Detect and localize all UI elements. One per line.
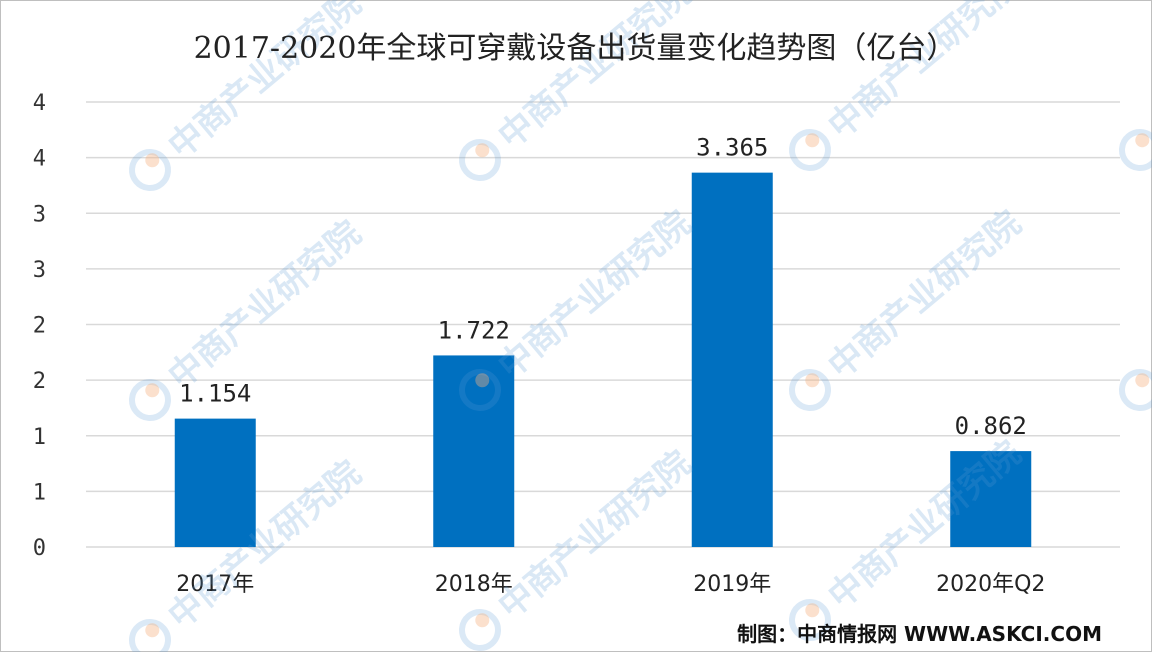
watermark-logo-icon xyxy=(789,129,831,171)
watermark-logo-dot-icon xyxy=(475,613,490,628)
watermark-logo-icon xyxy=(459,369,501,411)
y-axis-ticks: 0 1 1 2 2 3 3 4 4 xyxy=(33,91,46,561)
watermark-logo-dot-icon xyxy=(1135,373,1150,388)
data-labels: 1.154 1.722 3.365 0.862 xyxy=(179,134,1027,440)
gridlines xyxy=(86,101,1120,548)
watermark-logo-dot-icon xyxy=(145,383,160,398)
bars xyxy=(174,172,1032,548)
watermark-logo-icon xyxy=(789,369,831,411)
watermark: 中商产业研究院 xyxy=(789,0,1029,171)
watermark: 中商产业研究院 xyxy=(129,0,369,191)
chart-title: 2017-2020年全球可穿戴设备出货量变化趋势图（亿台） xyxy=(194,31,957,66)
watermark-logo-dot-icon xyxy=(145,623,160,638)
watermark: 中商产业研究院 xyxy=(789,203,1029,411)
watermark-logo-dot-icon xyxy=(805,603,820,618)
x-category-label: 2019年 xyxy=(693,572,771,597)
data-label: 1.722 xyxy=(438,316,510,344)
watermark-text: 中商产业研究院 xyxy=(821,203,1029,387)
y-tick-label: 1 xyxy=(33,425,46,450)
watermark: 中商产业研究院 xyxy=(459,0,699,181)
watermark-logo-icon xyxy=(129,149,171,191)
x-category-label: 2017年 xyxy=(176,572,254,597)
y-tick-label: 2 xyxy=(33,314,46,339)
watermark-text: 中商产业研究院 xyxy=(161,213,369,397)
watermark-text: 中商产业研究院 xyxy=(161,0,369,167)
x-category-label: 2018年 xyxy=(435,572,513,597)
y-tick-label: 3 xyxy=(33,202,46,227)
watermark-text: 中商产业研究院 xyxy=(821,0,1029,147)
watermark-logo-icon xyxy=(1119,369,1152,411)
bar xyxy=(174,418,256,547)
watermark-logo-icon xyxy=(459,609,501,651)
watermark-text: 中商产业研究院 xyxy=(491,0,699,157)
watermark-logo-dot-icon xyxy=(805,133,820,148)
data-label: 3.365 xyxy=(696,134,768,162)
x-axis-categories: 2017年 2018年 2019年 2020年Q2 xyxy=(176,572,1045,597)
x-category-label: 2020年Q2 xyxy=(936,572,1045,597)
y-tick-label: 0 xyxy=(33,536,46,561)
y-tick-label: 4 xyxy=(33,147,46,172)
watermark-logo-dot-icon xyxy=(805,373,820,388)
watermark-logo-dot-icon xyxy=(1135,133,1150,148)
bar xyxy=(950,451,1032,547)
watermark-logo-dot-icon xyxy=(475,143,490,158)
y-tick-label: 1 xyxy=(33,480,46,505)
y-tick-label: 3 xyxy=(33,258,46,283)
watermark-logo-dot-icon xyxy=(475,373,490,388)
watermark-logo-icon xyxy=(129,379,171,421)
watermark-logo-dot-icon xyxy=(145,153,160,168)
watermark-logo-icon xyxy=(1119,129,1152,171)
y-tick-label: 4 xyxy=(33,91,46,116)
bar xyxy=(691,172,773,548)
watermark-logo-icon xyxy=(459,139,501,181)
watermark-text: 中商产业研究院 xyxy=(491,203,699,387)
watermark-text: 中商产业研究院 xyxy=(491,443,699,627)
data-label: 0.862 xyxy=(955,412,1027,440)
bar xyxy=(433,355,515,547)
source-credit: 制图：中商情报网 WWW.ASKCI.COM xyxy=(737,622,1102,646)
watermark: 中商产业研究院 xyxy=(1119,203,1152,411)
watermark: 中商产业研究院 xyxy=(1119,0,1152,171)
y-tick-label: 2 xyxy=(33,369,46,394)
watermark-logo-icon xyxy=(789,599,831,641)
data-label: 1.154 xyxy=(179,380,251,408)
